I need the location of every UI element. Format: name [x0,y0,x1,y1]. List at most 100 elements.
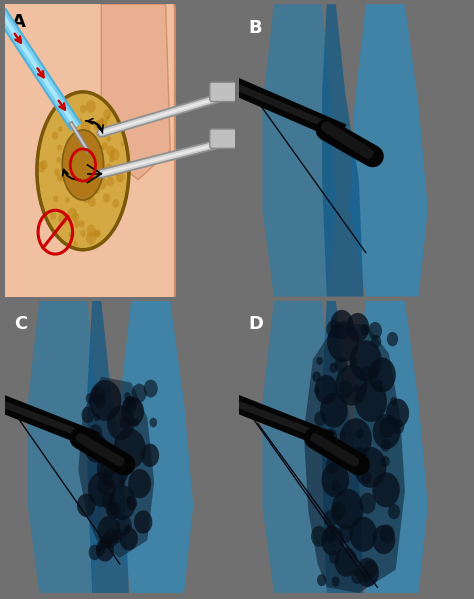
Circle shape [101,533,114,549]
Circle shape [106,116,109,121]
Circle shape [57,174,62,181]
Circle shape [368,369,377,381]
Circle shape [60,174,66,181]
Circle shape [311,526,328,547]
Circle shape [361,471,372,485]
Circle shape [353,385,359,392]
Circle shape [97,447,129,489]
Circle shape [326,532,336,544]
Circle shape [71,173,80,184]
FancyBboxPatch shape [210,129,241,149]
Circle shape [362,572,371,583]
Circle shape [106,501,117,516]
Polygon shape [101,4,170,180]
Circle shape [326,531,333,540]
Circle shape [97,177,107,189]
Circle shape [326,320,341,338]
Circle shape [335,365,367,406]
Circle shape [359,493,376,514]
Circle shape [104,528,118,547]
Circle shape [99,539,107,550]
Circle shape [350,356,357,366]
Circle shape [64,154,69,161]
Circle shape [364,561,377,578]
Circle shape [346,313,369,342]
Circle shape [324,510,337,527]
Circle shape [96,544,105,556]
Circle shape [314,388,320,394]
Circle shape [40,160,48,170]
Circle shape [94,121,101,131]
Circle shape [340,418,372,459]
Text: B: B [248,19,262,37]
Circle shape [126,496,132,504]
Polygon shape [115,301,193,593]
Circle shape [314,412,326,426]
Circle shape [331,505,344,521]
Circle shape [381,439,391,452]
Circle shape [99,145,104,151]
FancyBboxPatch shape [210,82,241,102]
Circle shape [132,383,146,403]
Circle shape [338,524,353,543]
Circle shape [106,164,112,172]
Circle shape [351,569,363,584]
Circle shape [88,196,96,207]
Circle shape [58,126,63,132]
Circle shape [79,139,87,150]
Circle shape [76,184,85,196]
Circle shape [380,525,394,543]
Circle shape [89,424,102,441]
Circle shape [141,444,159,467]
Circle shape [107,177,114,186]
Circle shape [368,358,396,392]
Circle shape [372,525,395,554]
Circle shape [371,335,381,348]
Circle shape [73,147,80,156]
Polygon shape [350,301,428,593]
Polygon shape [322,4,364,297]
Circle shape [109,156,114,162]
Circle shape [70,231,75,238]
Circle shape [54,168,60,176]
Circle shape [144,380,158,398]
Circle shape [93,186,100,194]
Circle shape [315,375,337,404]
Polygon shape [88,301,129,593]
Circle shape [62,171,71,181]
Circle shape [386,398,409,428]
FancyBboxPatch shape [236,133,245,144]
Circle shape [332,576,340,587]
Circle shape [121,397,144,426]
Circle shape [99,119,107,129]
Circle shape [123,396,137,414]
Circle shape [116,516,132,536]
Circle shape [325,525,337,540]
Circle shape [87,225,96,237]
Circle shape [327,321,359,362]
Circle shape [373,414,401,449]
Circle shape [57,145,62,150]
Circle shape [387,332,398,346]
Circle shape [94,230,100,238]
Polygon shape [262,4,336,297]
Circle shape [121,141,125,147]
Circle shape [354,568,360,576]
Circle shape [119,527,138,550]
Circle shape [37,162,46,173]
Circle shape [111,530,122,543]
Polygon shape [262,301,336,593]
Ellipse shape [37,92,129,250]
Circle shape [331,489,364,530]
Circle shape [78,118,83,124]
Circle shape [368,322,382,340]
Circle shape [379,418,395,438]
Circle shape [330,310,353,339]
Circle shape [149,418,157,427]
Circle shape [351,447,367,468]
Circle shape [388,504,400,519]
Circle shape [72,213,79,222]
Circle shape [107,146,115,156]
Circle shape [95,120,103,129]
Circle shape [94,413,100,421]
